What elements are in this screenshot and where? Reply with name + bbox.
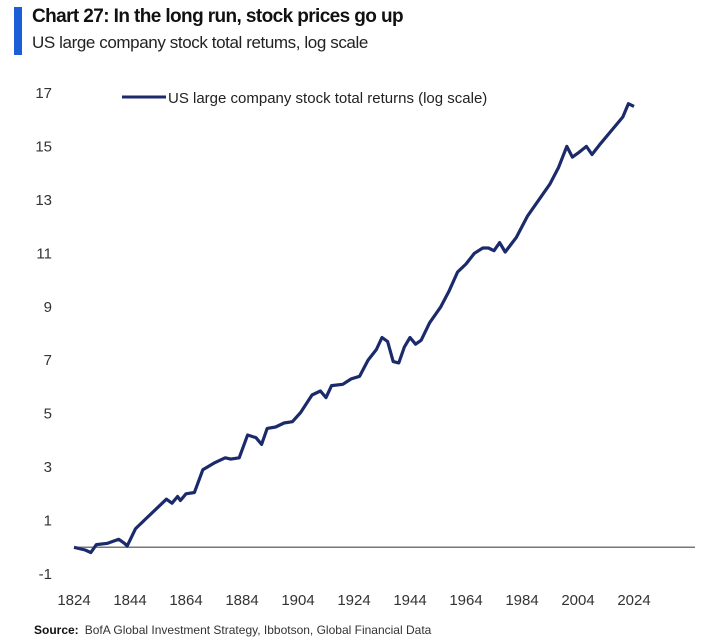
x-tick-label: 2024 [617,592,650,609]
x-tick-label: 1884 [225,592,258,609]
x-tick-label: 1944 [393,592,426,609]
y-tick-label: 9 [44,299,52,316]
y-tick-label: 17 [35,85,52,102]
source-note: Source: BofA Global Investment Strategy, … [34,623,431,637]
x-tick-label: 1984 [505,592,538,609]
legend-label: US large company stock total returns (lo… [168,90,487,107]
y-tick-label: 15 [35,138,52,155]
source-text: BofA Global Investment Strategy, Ibbotso… [84,623,432,637]
x-tick-label: 1844 [113,592,146,609]
x-tick-label: 1924 [337,592,370,609]
source-label: Source: [34,623,79,637]
title-accent-bar [14,7,22,55]
y-tick-label: 5 [44,406,52,423]
x-tick-label: 1824 [57,592,90,609]
x-tick-label: 1964 [449,592,482,609]
y-tick-label: 13 [35,192,52,209]
y-tick-label: 1 [44,513,52,530]
y-tick-label: -1 [39,566,52,583]
chart-title: Chart 27: In the long run, stock prices … [32,6,404,27]
x-tick-label: 2004 [561,592,594,609]
y-tick-label: 7 [44,352,52,369]
y-tick-label: 3 [44,459,52,476]
chart-subtitle: US large company stock total retums, log… [32,33,368,52]
series-line [73,102,635,555]
y-tick-label: 11 [36,245,52,262]
x-tick-label: 1904 [281,592,314,609]
x-tick-label: 1864 [169,592,202,609]
